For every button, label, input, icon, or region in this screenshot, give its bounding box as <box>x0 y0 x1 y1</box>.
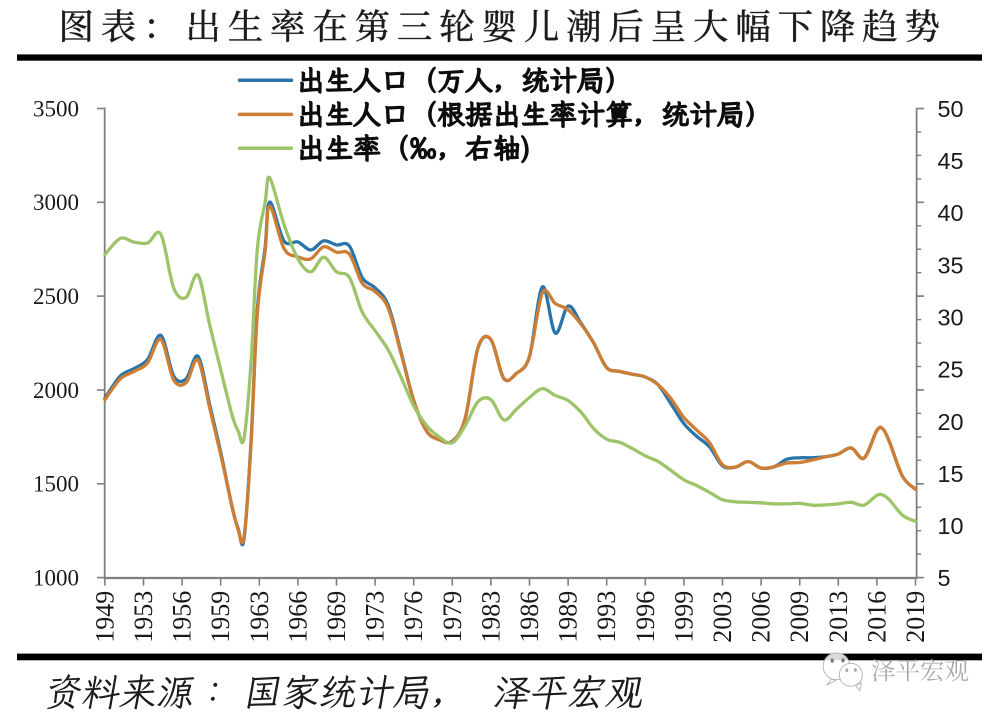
svg-text:2006: 2006 <box>747 591 776 643</box>
svg-text:1963: 1963 <box>245 591 274 643</box>
svg-text:1500: 1500 <box>33 472 79 497</box>
svg-text:30: 30 <box>938 305 964 331</box>
svg-text:10: 10 <box>938 513 964 539</box>
svg-text:3000: 3000 <box>33 190 79 215</box>
svg-text:35: 35 <box>938 252 964 278</box>
svg-text:2009: 2009 <box>785 591 814 643</box>
svg-text:1949: 1949 <box>90 591 119 643</box>
svg-text:2013: 2013 <box>824 591 853 643</box>
svg-text:1956: 1956 <box>168 591 197 643</box>
svg-text:1996: 1996 <box>631 591 660 643</box>
svg-text:2016: 2016 <box>862 591 891 643</box>
svg-text:2500: 2500 <box>33 284 79 309</box>
svg-text:20: 20 <box>938 409 964 435</box>
svg-text:1000: 1000 <box>33 566 79 591</box>
svg-text:1986: 1986 <box>515 591 544 643</box>
svg-text:1973: 1973 <box>361 591 390 643</box>
svg-text:15: 15 <box>938 461 964 487</box>
svg-text:3500: 3500 <box>33 96 79 121</box>
svg-text:2003: 2003 <box>708 591 737 643</box>
svg-text:1983: 1983 <box>476 591 505 643</box>
svg-text:2019: 2019 <box>901 591 930 643</box>
svg-text:1953: 1953 <box>129 591 158 643</box>
svg-text:45: 45 <box>938 148 964 174</box>
svg-text:1959: 1959 <box>206 591 235 643</box>
svg-text:1979: 1979 <box>438 591 467 643</box>
svg-text:40: 40 <box>938 200 964 226</box>
svg-text:50: 50 <box>938 96 964 122</box>
svg-text:1993: 1993 <box>592 591 621 643</box>
svg-text:1989: 1989 <box>554 591 583 643</box>
svg-text:25: 25 <box>938 357 964 383</box>
svg-text:1976: 1976 <box>399 591 428 643</box>
svg-text:2000: 2000 <box>33 378 79 403</box>
svg-text:1969: 1969 <box>322 591 351 643</box>
svg-text:1966: 1966 <box>283 591 312 643</box>
svg-text:5: 5 <box>938 565 951 591</box>
svg-text:1999: 1999 <box>669 591 698 643</box>
